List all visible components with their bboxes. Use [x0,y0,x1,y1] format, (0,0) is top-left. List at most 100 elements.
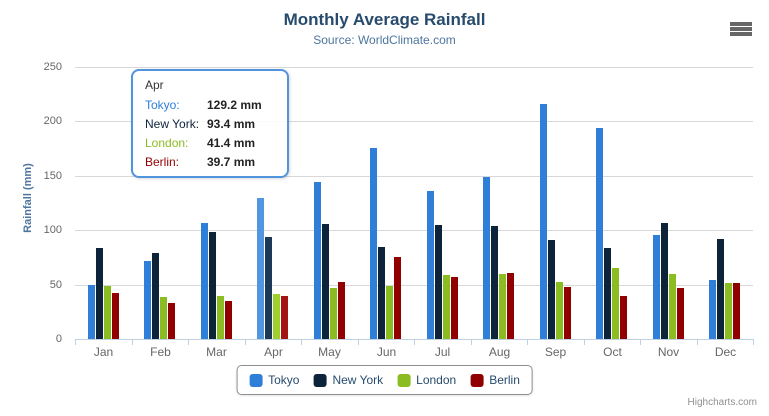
x-axis-tick [414,340,415,345]
bar-tokyo-sep[interactable] [540,104,547,339]
bar-london-mar[interactable] [217,296,224,339]
bar-london-nov[interactable] [669,274,676,339]
gridline [75,230,753,231]
bar-new-york-nov[interactable] [661,223,668,339]
legend-label: Berlin [489,373,520,387]
legend-swatch-icon [249,373,263,387]
bar-berlin-sep[interactable] [564,287,571,339]
chart-title: Monthly Average Rainfall [283,10,486,29]
bar-berlin-apr[interactable] [281,296,288,339]
bar-new-york-jul[interactable] [435,225,442,339]
bar-new-york-jun[interactable] [378,247,385,339]
x-axis-label: Jul [434,345,451,359]
bar-berlin-may[interactable] [338,282,345,339]
bar-london-apr[interactable] [273,294,280,339]
bar-tokyo-dec[interactable] [709,280,716,339]
x-axis-tick [471,340,472,345]
y-axis-label: 50 [49,279,62,291]
gridline [75,285,753,286]
legend: Tokyo New York London Berlin [236,365,533,395]
x-axis-tick [753,340,754,345]
bar-tokyo-may[interactable] [314,182,321,339]
legend-swatch-icon [397,373,411,387]
bar-tokyo-jun[interactable] [370,148,377,339]
bar-berlin-mar[interactable] [225,301,232,339]
gridline [75,121,753,122]
bar-berlin-nov[interactable] [677,288,684,339]
bar-berlin-feb[interactable] [168,303,175,339]
hamburger-bar [730,32,752,36]
bar-new-york-may[interactable] [322,224,329,339]
legend-item-berlin[interactable]: Berlin [470,373,520,387]
bar-berlin-oct[interactable] [620,296,627,339]
bar-london-dec[interactable] [725,283,732,339]
legend-item-new-york[interactable]: New York [313,373,383,387]
tooltip-row: Berlin: 39.7 mm [145,153,275,172]
bar-london-jan[interactable] [104,286,111,339]
tooltip-row: London: 41.4 mm [145,134,275,153]
bar-tokyo-apr[interactable] [257,198,264,339]
x-axis-line [75,339,754,340]
legend-label: London [416,373,457,387]
x-axis-tick [75,340,76,345]
bar-london-jul[interactable] [443,275,450,339]
bar-london-sep[interactable] [556,282,563,339]
credits-link[interactable]: Highcharts.com [687,397,757,408]
bar-tokyo-aug[interactable] [483,177,490,339]
x-axis-label: Jun [376,345,397,359]
x-axis-tick [584,340,585,345]
bar-tokyo-feb[interactable] [144,261,151,339]
tooltip-series-label: London: [145,136,189,150]
legend-swatch-icon [470,373,484,387]
legend-swatch-icon [313,373,327,387]
bar-london-aug[interactable] [499,274,506,339]
x-axis-tick [301,340,302,345]
bar-berlin-jan[interactable] [112,293,119,339]
bar-new-york-mar[interactable] [209,232,216,339]
bar-new-york-dec[interactable] [717,239,724,339]
bar-berlin-aug[interactable] [507,273,514,339]
gridline [75,67,753,68]
bar-london-jun[interactable] [386,286,393,339]
chart-subtitle: Source: WorldClimate.com [313,33,456,47]
x-axis-label: Feb [150,345,171,359]
bar-new-york-feb[interactable] [152,253,159,339]
bar-london-may[interactable] [330,288,337,339]
x-axis-tick [640,340,641,345]
tooltip-header: Apr [145,78,164,92]
bar-berlin-jun[interactable] [394,257,401,339]
x-axis-label: Sep [544,345,567,359]
x-axis-tick [527,340,528,345]
bar-london-oct[interactable] [612,268,619,339]
y-axis-label: 250 [43,61,62,73]
legend-item-tokyo[interactable]: Tokyo [249,373,299,387]
tooltip-series-label: Berlin: [145,155,180,169]
context-menu-icon[interactable] [730,22,752,37]
x-axis-label: Dec [714,345,737,359]
bar-new-york-oct[interactable] [604,248,611,339]
bar-tokyo-jul[interactable] [427,191,434,339]
bar-tokyo-jan[interactable] [88,285,95,339]
bar-london-feb[interactable] [160,297,167,339]
y-axis-label: 0 [55,333,62,345]
x-axis-label: Apr [264,345,283,359]
hamburger-bar [730,22,752,26]
bar-new-york-sep[interactable] [548,240,555,339]
x-axis-tick [245,340,246,345]
x-axis-tick [697,340,698,345]
bar-tokyo-mar[interactable] [201,223,208,339]
tooltip-series-value: 129.2 mm [207,98,262,112]
bar-new-york-aug[interactable] [491,226,498,339]
x-axis-label: Nov [657,345,680,359]
bar-tokyo-oct[interactable] [596,128,603,339]
bar-new-york-apr[interactable] [265,237,272,339]
bar-new-york-jan[interactable] [96,248,103,339]
bar-tokyo-nov[interactable] [653,235,660,339]
tooltip-series-value: 39.7 mm [207,155,256,169]
y-axis-label: 150 [43,170,62,182]
legend-item-london[interactable]: London [397,373,456,387]
tooltip-series-label: New York: [145,117,200,131]
bar-berlin-jul[interactable] [451,277,458,339]
bar-berlin-dec[interactable] [733,283,740,339]
y-axis-label: 100 [43,224,62,236]
